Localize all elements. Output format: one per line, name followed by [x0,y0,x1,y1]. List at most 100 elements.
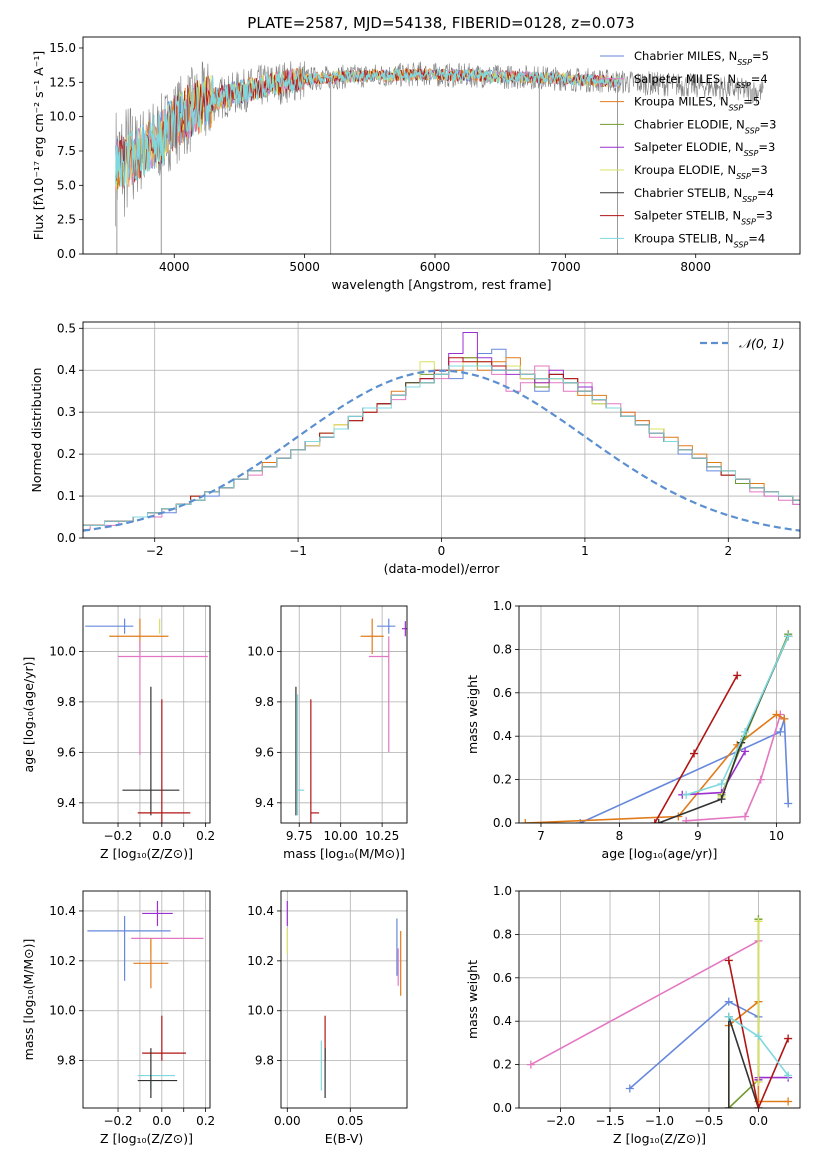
legend-eq: =5 [743,95,760,109]
model-spectrum-line [115,67,621,187]
plus-marker [776,727,785,736]
legend-label: Chabrier ELODIE, NSSP=3 [634,117,776,135]
y-tick-label: 0.2 [493,1058,512,1072]
y-axis-label: age [log₁₀(age/yr)] [21,657,36,773]
legend-text: Salpeter ELODIE, N [634,140,744,154]
y-tick-label: 0.0 [57,247,76,261]
x-tick-label: 9.75 [286,829,313,843]
x-tick-label: 10.25 [365,829,399,843]
plus-marker [784,632,793,641]
plus-marker [754,1077,763,1086]
y-tick-label: 0.1 [57,489,76,503]
legend-text: Chabrier ELODIE, N [634,117,745,131]
plus-marker [784,1097,793,1106]
axes-mass-vs-Z: −0.2 0.0 0.2 9.8 10.0 10.2 10.4 Z [log₁₀(Z/Z⊙)]… [21,890,215,1146]
legend-label: Kroupa STELIB, NSSP=4 [634,231,765,249]
axes-border [518,890,801,1109]
y-tick-label: 10.0 [247,1004,274,1018]
legend-sub: SSP [745,126,760,135]
legend-sub: SSP [736,172,751,181]
y-tick-label: 0.2 [493,773,512,787]
legend-eq: =4 [751,72,768,86]
plus-marker [733,671,742,680]
grid-lines [83,891,210,1108]
x-axis-label: mass [log₁₀(M/M⊙)] [283,846,405,861]
x-axis-label: Z [log₁₀(Z/Z⊙)] [613,1131,706,1146]
axes-age-vs-mass: 9.75 10.00 10.25 9.4 9.6 9.8 10.0 mass [log₁₀(M… [247,605,408,861]
y-tick-label: 15.0 [49,41,76,55]
axes-border [82,890,211,1109]
plus-marker [724,997,733,1006]
series-line [658,636,789,823]
y-tick-label: 10.0 [49,1004,76,1018]
x-axis-label: Z [log₁₀(Z/Z⊙)] [100,1131,193,1146]
legend-sub: SSP [741,217,756,226]
plus-marker [772,710,781,719]
x-tick-label: −0.2 [103,1114,132,1128]
y-tick-label: 0.5 [57,321,76,335]
plus-marker [650,819,659,823]
x-tick-label: 4000 [159,260,190,274]
y-tick-label: 0.6 [493,686,512,700]
y-tick-label: 10.0 [49,110,76,124]
y-tick-label: 9.6 [255,745,274,759]
axes-frame: −2 −1 0 1 2 0.0 0.1 0.2 0.3 0.4 0.5 (data-model)/er… [29,321,801,576]
y-axis-label: mass weight [465,960,480,1039]
plus-marker [682,816,691,823]
axes-border [82,36,801,255]
y-tick-label: 5.0 [57,178,76,192]
legend-eq: =4 [757,186,774,200]
y-axis-label: Flux [fλ10⁻¹⁷ erg cm⁻² s⁻¹ A⁻¹] [31,51,46,240]
legend-label: Chabrier MILES, NSSP=5 [634,49,769,67]
axes-frame: 4000 5000 6000 7000 8000 0.0 2.5 5.0 7.5 10.0 12.5… [31,36,801,292]
x-tick-label: 0.05 [337,1114,364,1128]
plus-marker [741,747,750,756]
x-tick-label: 0.00 [274,1114,301,1128]
legend-label: Salpeter MILES, NSSP=4 [634,72,768,90]
series-line [686,714,782,822]
series-line [757,1076,789,1080]
x-tick-label: 8000 [680,260,711,274]
axes-border [280,890,408,1109]
plot-area [115,61,764,254]
y-tick-label: 9.4 [57,796,76,810]
plus-marker [682,790,691,799]
y-tick-label: 9.4 [255,796,274,810]
legend-label: Chabrier STELIB, NSSP=4 [634,186,774,204]
legend-sub: SSP [736,80,751,89]
plus-marker [784,1071,793,1080]
axes-frame: −0.2 0.0 0.2 9.8 10.0 10.2 10.4 Z [log₁₀(Z/Z⊙)]… [21,890,215,1146]
plus-marker [724,956,733,965]
plus-marker [724,1012,733,1021]
y-tick-label: 9.6 [57,745,76,759]
axes-residuals: −2 −1 0 1 2 0.0 0.1 0.2 0.3 0.4 0.5 (data-model)/er… [29,321,801,576]
legend-label: 𝒩(0, 1) [739,336,785,351]
x-axis-label: Z [log₁₀(Z/Z⊙)] [100,846,193,861]
axes-mass-vs-ebv: 0.00 0.05 9.8 10.0 10.2 10.4 E(B-V) [247,890,408,1146]
figure-title: PLATE=2587, MJD=54138, FIBERID=0128, z=0… [247,14,634,32]
legend-text: Kroupa STELIB, N [634,231,734,245]
legend-label: Salpeter ELODIE, NSSP=3 [634,140,775,158]
x-tick-label: 9 [694,829,702,843]
y-tick-label: 10.0 [49,644,76,658]
y-tick-label: 10.2 [49,954,76,968]
plus-marker [717,795,726,804]
x-axis-label: age [log₁₀(age/yr)] [602,846,718,861]
x-tick-label: −2 [146,544,164,558]
plus-marker [625,1084,634,1093]
x-tick-label: −2.0 [546,1114,575,1128]
plot-area [87,900,204,1099]
y-tick-label: 0.4 [57,363,76,377]
plot-area [85,618,208,823]
y-tick-label: 0.8 [493,642,512,656]
x-tick-label: 10.00 [324,829,358,843]
plus-marker [724,1104,733,1108]
x-axis-label: E(B-V) [325,1131,364,1146]
axes-massweight-vs-age: 7 8 9 10 0.0 0.2 0.4 0.6 0.8 1.0 age [log₁₀(age/yr… [465,599,801,861]
plus-marker [526,1060,535,1069]
y-tick-label: 9.8 [57,695,76,709]
x-tick-label: 7 [537,829,545,843]
series-line [530,940,759,1066]
axes-frame: 7 8 9 10 0.0 0.2 0.4 0.6 0.8 1.0 age [log₁₀(age/yr… [465,599,801,861]
x-tick-label: −1.0 [645,1114,674,1128]
